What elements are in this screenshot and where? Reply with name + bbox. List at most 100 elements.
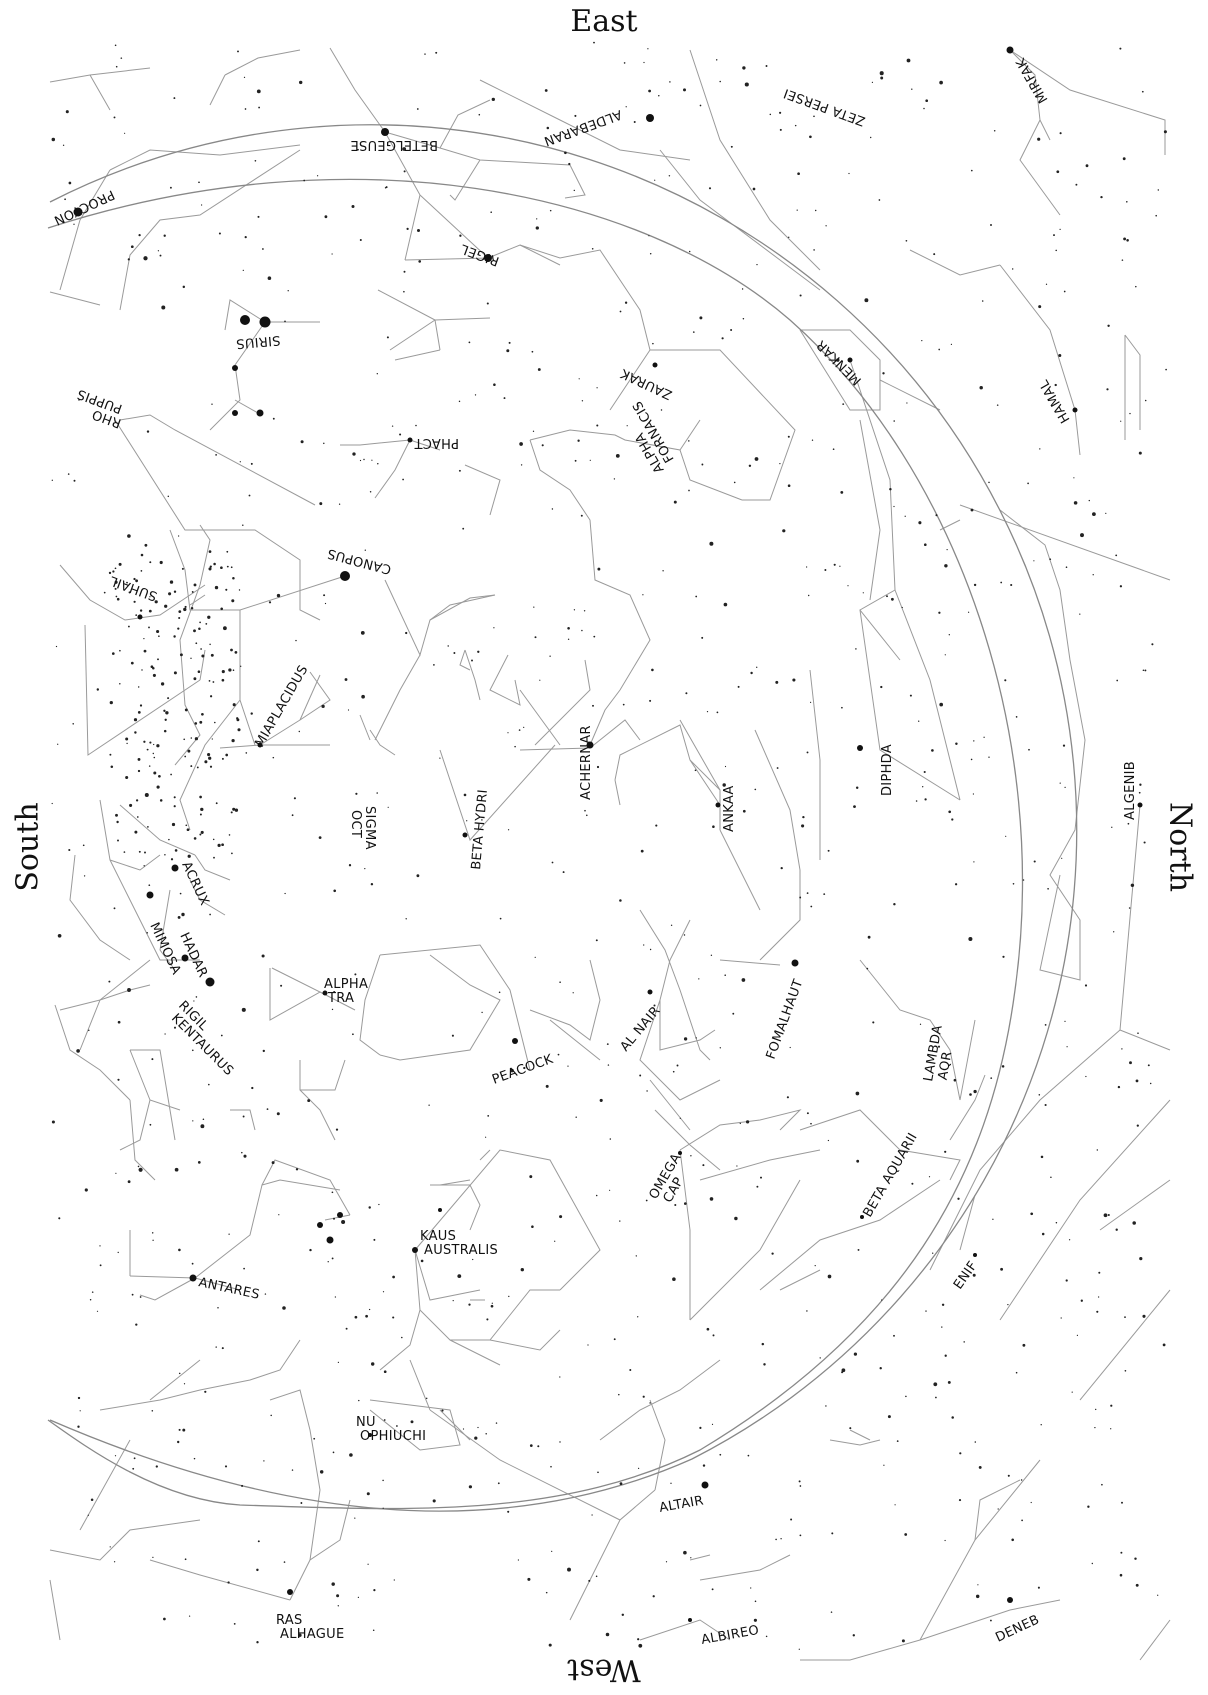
background-star	[909, 694, 912, 697]
constellation-line	[449, 1339, 501, 1366]
background-star	[207, 615, 211, 619]
background-star	[699, 1426, 702, 1430]
background-star	[361, 694, 365, 699]
background-star	[243, 1154, 247, 1158]
background-star	[272, 417, 275, 420]
background-star	[151, 1410, 154, 1412]
named-star	[287, 1589, 293, 1595]
named-star	[257, 742, 263, 748]
background-star	[211, 738, 213, 740]
background-star	[836, 358, 840, 362]
background-star	[244, 108, 247, 110]
background-star	[164, 718, 167, 721]
background-star	[688, 489, 690, 492]
background-star	[1123, 237, 1127, 241]
background-star	[417, 229, 420, 232]
background-star	[683, 1550, 687, 1555]
constellation-line	[189, 594, 206, 606]
background-star	[814, 1264, 816, 1267]
background-star	[96, 1310, 99, 1312]
background-star	[870, 136, 872, 139]
background-star	[333, 990, 336, 994]
background-star	[748, 464, 752, 467]
background-star	[242, 1115, 245, 1118]
background-star	[331, 1257, 334, 1260]
background-star	[376, 792, 378, 794]
background-star	[824, 569, 827, 571]
background-star	[932, 1252, 934, 1254]
background-star	[624, 301, 628, 304]
background-star	[182, 913, 185, 916]
background-star	[1015, 716, 1018, 718]
background-star	[396, 1425, 398, 1427]
constellation-lines	[49, 47, 1171, 1661]
constellation-line	[699, 1554, 791, 1581]
background-star	[127, 625, 130, 628]
background-star	[699, 316, 703, 320]
constellation-line	[659, 919, 691, 1001]
background-star	[799, 896, 802, 899]
background-star	[125, 737, 129, 741]
background-star	[953, 1078, 957, 1082]
background-star	[605, 1632, 610, 1637]
background-star	[298, 80, 303, 85]
background-star	[152, 673, 156, 677]
constellation-line	[1124, 334, 1141, 430]
named-star	[586, 741, 594, 749]
named-star	[646, 114, 654, 122]
constellation-line	[329, 47, 421, 196]
background-star	[199, 795, 202, 799]
background-star	[418, 260, 422, 263]
background-star	[730, 329, 733, 331]
background-star	[251, 1086, 254, 1090]
named-star	[381, 128, 389, 136]
constellation-line	[429, 594, 496, 621]
background-star	[331, 1008, 334, 1011]
constellation-line	[439, 1409, 471, 1441]
background-star	[701, 636, 704, 639]
background-star	[760, 1176, 762, 1179]
constellation-line	[689, 49, 821, 271]
background-star	[655, 824, 658, 827]
background-star	[79, 1410, 81, 1412]
background-star	[1127, 822, 1130, 825]
background-star	[126, 581, 128, 584]
background-star	[113, 907, 116, 910]
background-star	[199, 833, 202, 836]
background-star	[507, 732, 509, 734]
background-star	[1080, 1299, 1083, 1302]
constellation-line	[394, 349, 441, 361]
constellation-line	[479, 79, 691, 161]
constellation-line	[340, 439, 411, 446]
background-star	[144, 851, 146, 854]
background-star	[359, 459, 362, 462]
background-star	[334, 1296, 337, 1298]
background-star	[115, 65, 118, 68]
background-star	[231, 852, 233, 855]
background-star	[191, 1049, 194, 1052]
background-star	[491, 97, 495, 102]
background-star	[168, 838, 170, 841]
background-star	[115, 813, 118, 817]
background-star	[130, 661, 134, 665]
constellation-line	[519, 689, 561, 746]
background-star	[1122, 157, 1126, 161]
constellation-line	[614, 779, 621, 806]
constellation-line	[179, 699, 241, 831]
constellation-line	[379, 944, 531, 1071]
background-star	[1000, 1267, 1004, 1271]
background-star	[1027, 482, 1029, 485]
constellation-line	[234, 399, 259, 414]
background-star	[331, 1582, 335, 1586]
background-star	[87, 1514, 89, 1516]
background-star	[1022, 1343, 1026, 1347]
named-star	[973, 1253, 977, 1257]
named-star	[860, 1215, 864, 1219]
background-star	[420, 1259, 424, 1263]
background-star	[546, 126, 550, 130]
background-star	[119, 649, 121, 652]
background-star	[144, 793, 149, 797]
background-star	[701, 463, 704, 466]
named-star	[652, 362, 658, 368]
background-star	[613, 478, 616, 480]
